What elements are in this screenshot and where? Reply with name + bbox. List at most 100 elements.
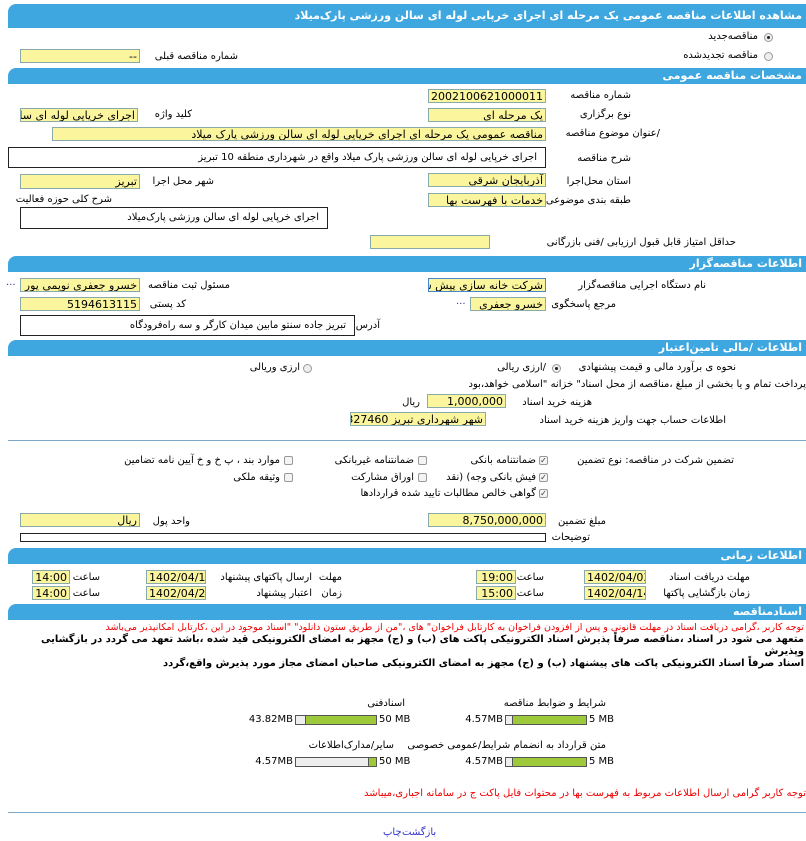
progress-fill (367, 758, 376, 766)
org-label: نام دستگاه اجرایی مناقصه‌گزار (578, 280, 706, 291)
org-field[interactable]: شرکت خانه سازی پیش ساز (428, 278, 546, 292)
min-score-field[interactable] (370, 235, 490, 249)
progress-fill (304, 716, 376, 724)
checkbox-regulation-items[interactable] (284, 456, 293, 465)
validity-date-field[interactable]: 1402/04/21 (146, 586, 206, 600)
property-collateral-label: وثیقه ملکی (233, 472, 280, 483)
checkbox-claims-certificate[interactable]: ✓ (539, 489, 548, 498)
holding-label: نوع برگزاری (579, 109, 631, 120)
divider (8, 440, 806, 441)
used-size: 4.57MB (465, 714, 503, 725)
section-timing: اطلاعات زمانی (8, 548, 806, 564)
documents-notes: توجه کاربر ،گرامی دریافت اسناد در مهلت ق… (2, 622, 804, 670)
validity-label-a: زمان (321, 588, 342, 599)
radio-fx-rial[interactable] (303, 364, 312, 373)
back-link[interactable]: بازگشت (402, 827, 437, 838)
guarantee-label: تضمین شرکت در مناقصه: نوع تضمین (577, 455, 734, 466)
province-label: استان محل‌اجرا (566, 176, 631, 187)
progress-fill (511, 758, 586, 766)
section-documents: اسنادمناقصه (8, 604, 806, 620)
used-size: 4.57MB (255, 756, 293, 767)
divider (8, 812, 806, 813)
ref-label: مرجع پاسخگوی (551, 299, 616, 310)
province-field[interactable]: آذربایجان شرقی (428, 173, 546, 187)
notes-field[interactable] (20, 533, 546, 542)
address-field[interactable]: تبریز جاده سنتو مابین میدان کارگر و سه ر… (20, 315, 355, 336)
previous-number-field[interactable]: -- (20, 49, 140, 63)
radio-new-tender[interactable] (764, 33, 773, 42)
max-size: 50 MB (379, 756, 411, 767)
guarantee-amount-field[interactable]: 8,750,000,000 (428, 513, 546, 527)
ref-more-button[interactable]: ... (456, 296, 466, 307)
doc-deadline-time-field[interactable]: 19:00 (476, 570, 516, 584)
label-new-tender: مناقصه‌جدید (708, 31, 758, 42)
file-size-progress (505, 715, 587, 725)
validity-time-field[interactable]: 14:00 (32, 586, 70, 600)
used-size: 4.57MB (465, 756, 503, 767)
submit-label-b: ارسال پاکتهای پیشنهاد (220, 572, 312, 583)
regulation-items-label: موارد بند ، پ خ و خ آیین نامه تضامین (124, 455, 280, 466)
min-score-label: حداقل امتیاز قابل قبول ارزیابی /فنی بازر… (546, 237, 736, 248)
registrar-more-button[interactable]: ... (6, 277, 16, 288)
registrar-field[interactable]: خسرو جعفری نویمی پور (20, 278, 140, 292)
checkbox-nonbank-guarantee[interactable] (418, 456, 427, 465)
submit-label-a: مهلت (318, 572, 342, 583)
print-link[interactable]: چاپ (383, 827, 402, 838)
registrar-label: مسئول ثبت مناقصه (148, 280, 230, 291)
category-field[interactable]: خدمات با فهرست بها (428, 193, 546, 207)
time-label: ساعت (516, 572, 544, 583)
city-label: شهر محل اجرا (152, 176, 214, 187)
submit-deadline-field[interactable]: 1402/04/14 (146, 570, 206, 584)
doc-deadline-label: مهلت دریافت اسناد (669, 572, 750, 583)
time-label: ساعت (72, 588, 100, 599)
rial-option-label: /ارزی ریالی (497, 362, 546, 373)
commitment-line-1: متعهد می شود در اسناد ،مناقصه صرفاً پذیر… (40, 634, 804, 657)
checkbox-property-collateral[interactable] (284, 473, 293, 482)
subject-label: /عنوان موضوع مناقصه (565, 128, 660, 139)
doc-deadline-field[interactable]: 1402/04/03 (584, 570, 646, 584)
opening-date-field[interactable]: 1402/04/14 (584, 586, 646, 600)
radio-renewed-tender[interactable] (764, 52, 773, 61)
section-organizer: اطلاعات مناقصه‌گزار (8, 256, 806, 272)
submit-time-field[interactable]: 14:00 (32, 570, 70, 584)
keyword-label: کلید واژه (154, 109, 192, 120)
postal-label: کد پستی (149, 299, 186, 310)
max-size: 50 MB (379, 714, 411, 725)
ref-field[interactable]: خسرو جعفری (470, 297, 546, 311)
doc-fee-field[interactable]: 1,000,000 (427, 394, 506, 408)
address-label: آدرس (355, 320, 380, 331)
file-size-progress (505, 757, 587, 767)
price-list-note: توجه کاربر گرامی ارسال اطلاعات مربوط به … (364, 788, 806, 799)
label-renewed-tender: مناقصه تجدیدشده (683, 50, 758, 61)
radio-rial[interactable] (552, 364, 561, 373)
file-label: شرایط و ضوابط مناقصه (503, 698, 606, 709)
doc-fee-label: هزینه خرید اسناد (522, 397, 592, 408)
subject-field[interactable]: مناقصه عمومی یک مرحله ای اجرای خرپایی لو… (52, 127, 546, 141)
activity-field[interactable]: اجرای خرپایی لوله ای سالن ورزشی پارک‌میل… (20, 207, 328, 229)
tender-number-field[interactable]: 2002100621000011 (428, 89, 546, 103)
opening-time-field[interactable]: 15:00 (476, 586, 516, 600)
description-field[interactable]: اجرای خرپایی لوله ای سالن ورزشی پارک میل… (8, 147, 546, 168)
currency-unit-label: واحد پول (152, 516, 190, 527)
previous-number-label: شماره مناقصه قبلی (154, 51, 238, 62)
currency-unit-field[interactable]: ریال (20, 513, 140, 527)
payment-note: پرداخت تمام و یا بخشی از مبلغ ،مناقصه از… (468, 379, 806, 390)
keyword-field[interactable]: اجرای خرپایی لوله ای سالن (20, 108, 138, 122)
description-label: شرح مناقصه (577, 153, 631, 164)
city-field[interactable]: تبریز (20, 174, 140, 189)
category-label: طبقه بندی موضوعی (545, 195, 631, 206)
holding-field[interactable]: یک مرحله ای (428, 108, 546, 122)
file-label: سایر/مدارک‌اطلاعات (308, 740, 394, 751)
notes-label: توضیحات (551, 532, 590, 543)
checkbox-bonds[interactable] (418, 473, 427, 482)
progress-fill (511, 716, 586, 724)
checkbox-bank-receipt[interactable]: ✓ (539, 473, 548, 482)
documents-note: توجه کاربر ،گرامی دریافت اسناد در مهلت ق… (105, 622, 804, 633)
postal-field[interactable]: 5194613115 (20, 297, 140, 311)
bank-guarantee-label: ضمانتنامه بانکی (470, 455, 536, 466)
file-size-progress (295, 715, 377, 725)
max-size: 5 MB (589, 756, 615, 767)
account-field[interactable]: شهر شهرداری تبریز 1785327460 (350, 412, 486, 426)
max-size: 5 MB (589, 714, 615, 725)
checkbox-bank-guarantee[interactable]: ✓ (539, 456, 548, 465)
